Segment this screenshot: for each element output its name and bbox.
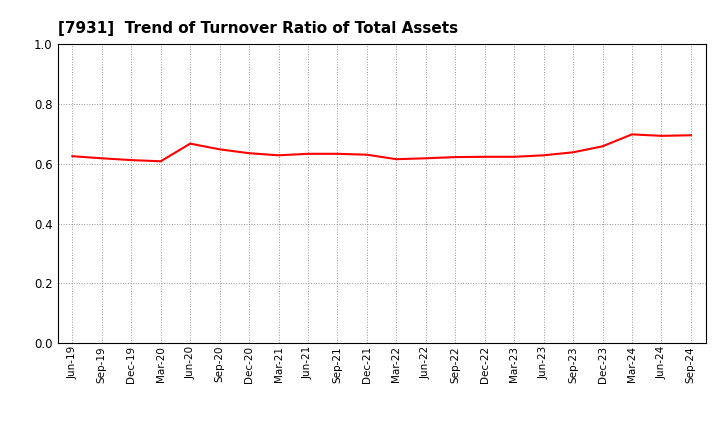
Text: [7931]  Trend of Turnover Ratio of Total Assets: [7931] Trend of Turnover Ratio of Total … bbox=[58, 21, 458, 36]
